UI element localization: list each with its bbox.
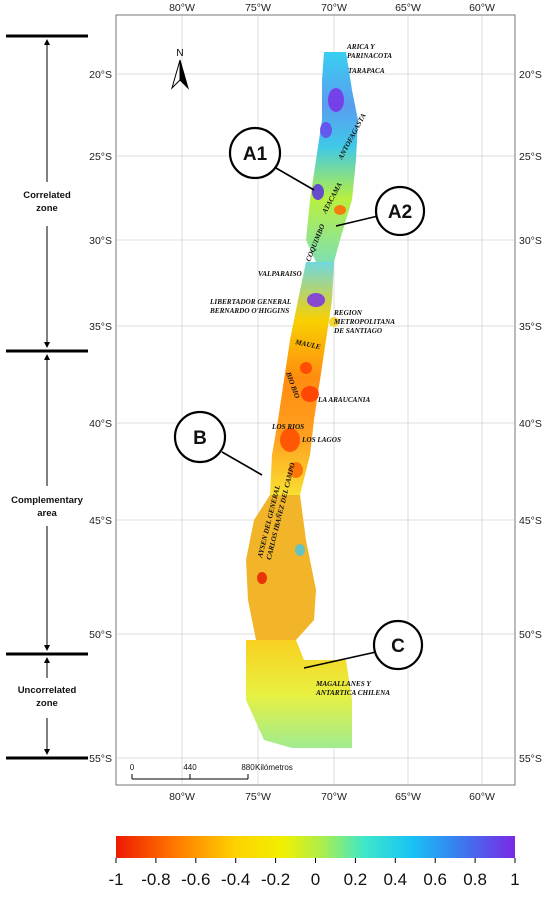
callout-b	[173, 410, 227, 464]
callout-c	[372, 619, 424, 671]
region-label: MAGALLANES Y ANTARTICA CHILENA	[315, 680, 390, 697]
colorbar-tick-label: 0.6	[423, 870, 447, 889]
lat-tick-right: 50°S	[519, 629, 542, 641]
lat-tick-left: 35°S	[89, 321, 112, 333]
scale-tick-440: 440	[183, 763, 197, 772]
lon-tick-bottom: 70°W	[321, 791, 347, 803]
lat-tick-left: 55°S	[89, 753, 112, 765]
lat-tick-right: 40°S	[519, 418, 542, 430]
callout-a2	[374, 185, 426, 237]
colorbar-tick-label: -0.8	[141, 870, 170, 889]
region-label: TARAPACA	[348, 67, 385, 75]
lon-tick-top: 60°W	[469, 2, 495, 14]
region-label: ARICA Y PARINACOTA	[346, 43, 392, 60]
lat-tick-right: 30°S	[519, 235, 542, 247]
lat-tick-left: 45°S	[89, 515, 112, 527]
colorbar-tick-label: 0.4	[383, 870, 407, 889]
region-label: LOS RIOS	[271, 423, 304, 431]
region-label: LA ARAUCANIA	[317, 396, 370, 404]
colorbar-rect	[116, 836, 515, 858]
region-label: VALPARAISO	[258, 270, 302, 278]
zone-complementary-line1: Complementary	[11, 495, 84, 506]
lat-tick-right: 35°S	[519, 321, 542, 333]
lat-tick-left: 30°S	[89, 235, 112, 247]
lon-tick-bottom: 75°W	[245, 791, 271, 803]
lat-tick-right: 20°S	[519, 69, 542, 81]
zone-uncorrelated-line1: Uncorrelated	[18, 685, 77, 696]
zone-correlated-line2: zone	[36, 203, 58, 214]
zone-brackets	[6, 34, 88, 760]
colorbar-tick-label: -0.6	[181, 870, 210, 889]
map-frame	[115, 14, 516, 786]
region-label: REGION METROPOLITANA DE SANTIAGO	[333, 309, 395, 335]
lon-tick-top: 80°W	[169, 2, 195, 14]
chile-correlation-map	[246, 52, 358, 748]
zone-correlated-line1: Correlated	[23, 190, 71, 201]
region-label: LIBERTADOR GENERAL BERNARDO O'HIGGINS	[209, 298, 292, 315]
colorbar-tick-label: 0.2	[344, 870, 368, 889]
lat-tick-left: 40°S	[89, 418, 112, 430]
lat-tick-left: 50°S	[89, 629, 112, 641]
colorbar-tick-label: -0.2	[261, 870, 290, 889]
colorbar-ticks: -1 -0.8 -0.6 -0.4 -0.2 0 0.2 0.4 0.6 0.8 1	[108, 858, 520, 889]
callout-b-label: B	[193, 428, 207, 449]
lat-tick-left: 20°S	[89, 69, 112, 81]
lon-tick-top: 75°W	[245, 2, 271, 14]
lat-tick-right: 45°S	[519, 515, 542, 527]
scale-tick-880: 880	[241, 763, 255, 772]
north-arrow: N	[170, 48, 190, 90]
scale-tick-0: 0	[130, 763, 135, 772]
lat-tick-left: 25°S	[89, 151, 112, 163]
zone-uncorrelated-line2: zone	[36, 698, 58, 709]
scale-bar: 0 440 880 Kilómetros	[130, 763, 293, 780]
callout-a2-label: A2	[388, 202, 412, 223]
callouts: A1 A2 B C	[173, 126, 426, 671]
zone-labels: Correlated zone Complementary area Uncorre…	[11, 190, 84, 709]
lon-tick-bottom: 65°W	[395, 791, 421, 803]
chile-central-segment	[270, 262, 334, 495]
zone-complementary-line2: area	[37, 508, 57, 519]
colorbar: -1 -0.8 -0.6 -0.4 -0.2 0 0.2 0.4 0.6 0.8 1	[108, 836, 520, 889]
callout-c-label: C	[391, 636, 405, 657]
lon-tick-bottom: 60°W	[469, 791, 495, 803]
callout-a1	[228, 126, 282, 180]
colorbar-tick-label: 1	[510, 870, 519, 889]
callout-a1-label: A1	[243, 144, 268, 165]
colorbar-tick-label: 0.8	[463, 870, 487, 889]
colorbar-tick-label: -1	[108, 870, 123, 889]
chile-aysen-segment	[246, 495, 316, 640]
chile-north-segment	[306, 52, 358, 262]
colorbar-tick-label: 0	[311, 870, 320, 889]
region-label: LOS LAGOS	[301, 436, 341, 444]
colorbar-tick-label: -0.4	[221, 870, 250, 889]
lon-tick-top: 70°W	[321, 2, 347, 14]
lat-tick-right: 55°S	[519, 753, 542, 765]
scale-unit: Kilómetros	[255, 763, 293, 772]
chile-south-segment	[246, 640, 352, 748]
lat-tick-right: 25°S	[519, 151, 542, 163]
lon-tick-bottom: 80°W	[169, 791, 195, 803]
north-label: N	[176, 48, 183, 59]
lon-tick-top: 65°W	[395, 2, 421, 14]
